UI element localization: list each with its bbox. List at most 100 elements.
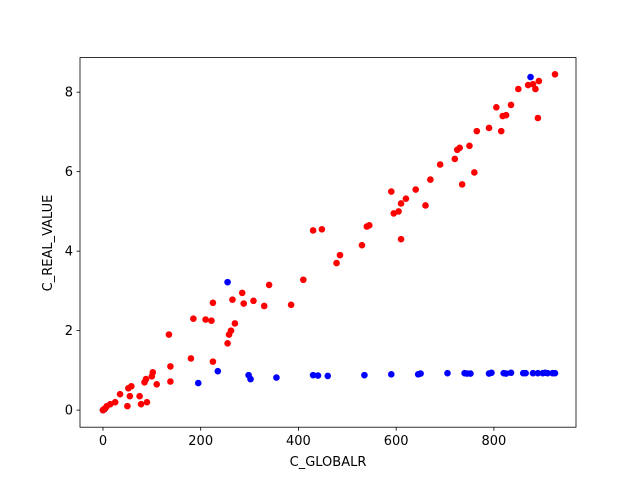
point bbox=[100, 406, 107, 414]
point bbox=[361, 371, 368, 379]
point bbox=[231, 320, 239, 327]
y-tick-label: 8 bbox=[65, 86, 73, 101]
point bbox=[224, 278, 231, 286]
y-tick-label: 2 bbox=[65, 324, 73, 339]
point bbox=[488, 369, 495, 377]
point bbox=[412, 186, 420, 193]
point bbox=[466, 142, 473, 150]
x-axis-label: C_GLOBALR bbox=[290, 455, 367, 470]
point bbox=[551, 70, 559, 78]
point bbox=[314, 372, 322, 379]
point bbox=[190, 315, 197, 323]
point bbox=[456, 144, 463, 152]
point bbox=[507, 369, 515, 377]
point bbox=[527, 73, 534, 81]
point bbox=[165, 331, 173, 338]
point bbox=[324, 372, 332, 380]
point bbox=[532, 85, 539, 93]
point bbox=[551, 369, 559, 377]
point bbox=[395, 208, 402, 215]
point bbox=[333, 259, 340, 267]
y-tick-label: 4 bbox=[65, 245, 73, 260]
point bbox=[187, 355, 195, 362]
point bbox=[535, 77, 543, 85]
point bbox=[309, 371, 317, 379]
point bbox=[422, 202, 429, 209]
point bbox=[397, 200, 405, 207]
point bbox=[493, 103, 500, 111]
point bbox=[397, 235, 405, 243]
plot-frame bbox=[79, 57, 577, 428]
point bbox=[227, 327, 235, 334]
point bbox=[358, 241, 366, 249]
point bbox=[194, 379, 202, 387]
point bbox=[467, 370, 474, 377]
point bbox=[142, 375, 150, 383]
point bbox=[458, 181, 466, 188]
point bbox=[444, 369, 451, 377]
point bbox=[522, 369, 529, 377]
x-tick-label: 600 bbox=[384, 434, 409, 449]
point bbox=[209, 299, 217, 307]
point bbox=[167, 378, 174, 385]
point bbox=[124, 402, 131, 410]
point bbox=[497, 127, 505, 135]
point bbox=[471, 169, 478, 176]
point bbox=[300, 276, 307, 284]
point bbox=[273, 374, 280, 381]
y-axis-label: C_REAL_VALUE bbox=[41, 195, 56, 292]
point bbox=[309, 227, 317, 234]
point bbox=[318, 225, 326, 233]
point bbox=[451, 155, 459, 163]
x-tick-label: 0 bbox=[99, 434, 107, 449]
point bbox=[247, 375, 254, 383]
point bbox=[524, 81, 532, 89]
point bbox=[427, 176, 434, 183]
point bbox=[534, 369, 542, 377]
point bbox=[224, 340, 231, 347]
point bbox=[202, 316, 209, 323]
point bbox=[238, 289, 246, 297]
point bbox=[260, 302, 268, 310]
point bbox=[502, 111, 510, 119]
x-tick-label: 800 bbox=[481, 434, 506, 449]
point bbox=[149, 369, 157, 376]
point bbox=[137, 400, 145, 408]
point bbox=[167, 363, 174, 370]
point bbox=[515, 85, 522, 93]
y-tick-label: 6 bbox=[65, 165, 73, 180]
point bbox=[529, 369, 537, 377]
point bbox=[209, 358, 217, 365]
point bbox=[436, 161, 444, 168]
point bbox=[250, 297, 257, 305]
point bbox=[111, 398, 119, 406]
point bbox=[507, 101, 515, 109]
point bbox=[473, 127, 481, 135]
point bbox=[502, 370, 510, 377]
y-tick-label: 0 bbox=[65, 404, 73, 419]
point bbox=[387, 188, 395, 195]
x-tick-label: 200 bbox=[188, 434, 213, 449]
point bbox=[116, 390, 124, 398]
point bbox=[126, 392, 134, 400]
point bbox=[485, 124, 493, 132]
point bbox=[136, 392, 143, 400]
point bbox=[143, 398, 151, 406]
point bbox=[365, 222, 373, 229]
point bbox=[336, 251, 344, 259]
point bbox=[534, 114, 542, 122]
point bbox=[287, 301, 295, 309]
point bbox=[208, 317, 215, 324]
point bbox=[240, 300, 248, 307]
point bbox=[153, 380, 161, 388]
point bbox=[387, 371, 395, 378]
point bbox=[229, 296, 236, 303]
point bbox=[128, 382, 135, 390]
point bbox=[214, 367, 222, 375]
point bbox=[544, 369, 551, 377]
point bbox=[265, 281, 273, 289]
x-tick-label: 400 bbox=[286, 434, 311, 449]
point bbox=[417, 370, 424, 377]
point bbox=[402, 195, 410, 202]
